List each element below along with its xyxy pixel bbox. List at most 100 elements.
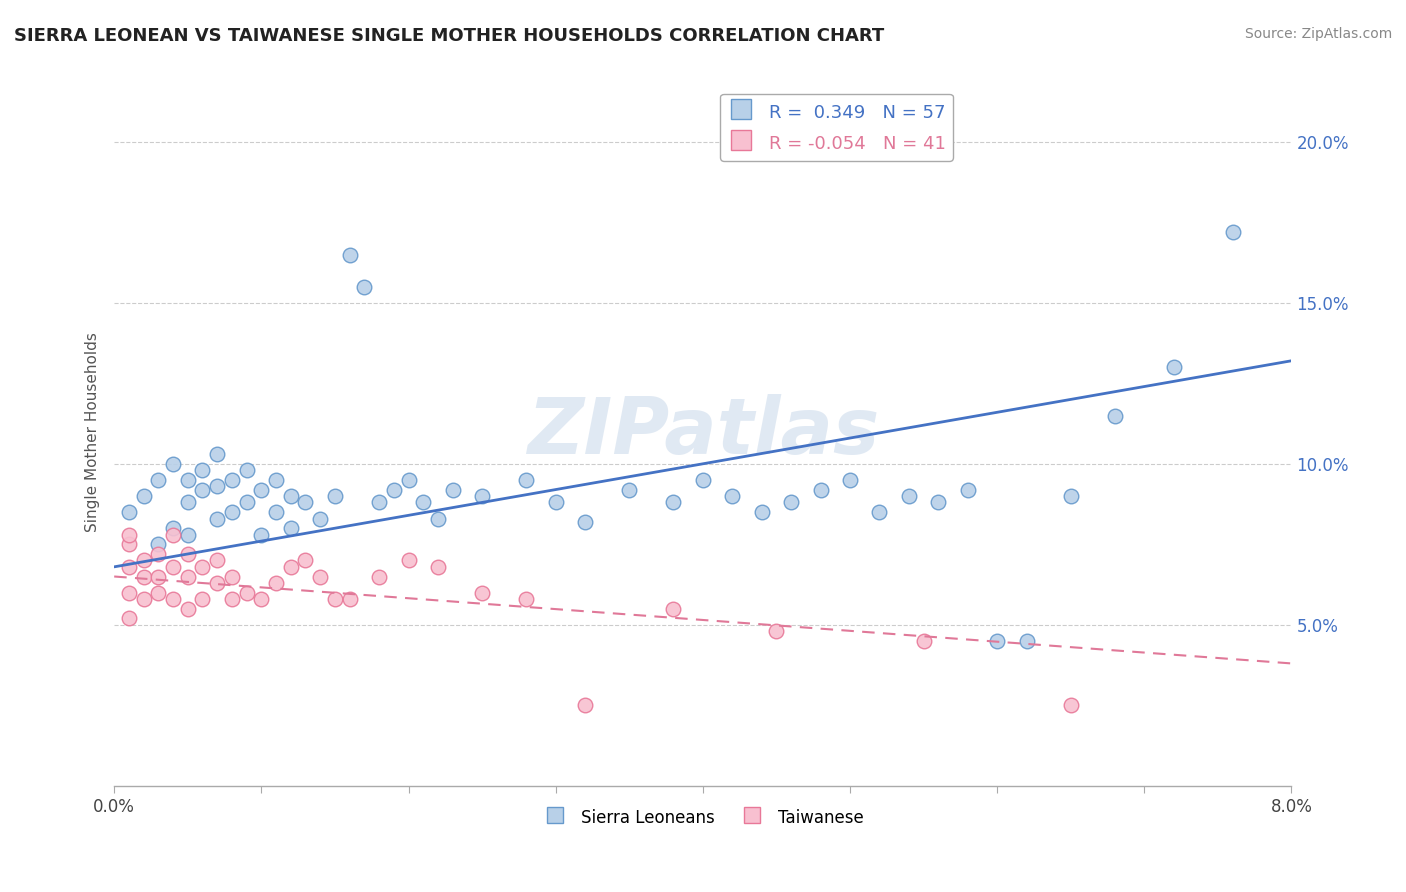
Point	[309, 569, 332, 583]
Point	[780, 495, 803, 509]
Point	[426, 559, 449, 574]
Point	[205, 479, 228, 493]
Point	[162, 521, 184, 535]
Point	[765, 624, 787, 639]
Point	[382, 483, 405, 497]
Point	[118, 559, 141, 574]
Point	[471, 489, 494, 503]
Point	[205, 553, 228, 567]
Point	[148, 569, 170, 583]
Point	[221, 569, 243, 583]
Point	[162, 457, 184, 471]
Point	[471, 585, 494, 599]
Point	[868, 505, 890, 519]
Point	[956, 483, 979, 497]
Point	[148, 473, 170, 487]
Point	[191, 463, 214, 477]
Point	[118, 527, 141, 541]
Point	[986, 633, 1008, 648]
Point	[177, 495, 200, 509]
Point	[574, 698, 596, 713]
Point	[1015, 633, 1038, 648]
Point	[662, 495, 685, 509]
Point	[1104, 409, 1126, 423]
Point	[662, 601, 685, 615]
Point	[339, 247, 361, 261]
Point	[191, 483, 214, 497]
Point	[721, 489, 744, 503]
Point	[250, 483, 273, 497]
Point	[205, 511, 228, 525]
Point	[264, 505, 287, 519]
Point	[118, 611, 141, 625]
Point	[692, 473, 714, 487]
Point	[810, 483, 832, 497]
Point	[177, 473, 200, 487]
Point	[221, 505, 243, 519]
Point	[412, 495, 434, 509]
Point	[162, 559, 184, 574]
Point	[280, 521, 302, 535]
Point	[1060, 489, 1083, 503]
Point	[619, 483, 641, 497]
Point	[1163, 360, 1185, 375]
Point	[191, 559, 214, 574]
Point	[544, 495, 567, 509]
Point	[132, 553, 155, 567]
Point	[339, 592, 361, 607]
Point	[118, 585, 141, 599]
Point	[162, 592, 184, 607]
Point	[1060, 698, 1083, 713]
Point	[368, 569, 391, 583]
Point	[191, 592, 214, 607]
Point	[235, 463, 257, 477]
Point	[177, 601, 200, 615]
Point	[280, 489, 302, 503]
Point	[205, 576, 228, 591]
Y-axis label: Single Mother Households: Single Mother Households	[86, 332, 100, 532]
Point	[751, 505, 773, 519]
Point	[264, 576, 287, 591]
Point	[309, 511, 332, 525]
Point	[353, 279, 375, 293]
Point	[162, 527, 184, 541]
Point	[323, 592, 346, 607]
Point	[235, 495, 257, 509]
Point	[148, 537, 170, 551]
Point	[118, 537, 141, 551]
Point	[927, 495, 949, 509]
Point	[177, 547, 200, 561]
Text: Source: ZipAtlas.com: Source: ZipAtlas.com	[1244, 27, 1392, 41]
Point	[398, 553, 420, 567]
Legend: Sierra Leoneans, Taiwanese: Sierra Leoneans, Taiwanese	[536, 800, 870, 834]
Point	[132, 489, 155, 503]
Point	[515, 473, 537, 487]
Point	[235, 585, 257, 599]
Point	[323, 489, 346, 503]
Point	[118, 505, 141, 519]
Point	[148, 547, 170, 561]
Point	[205, 447, 228, 461]
Point	[897, 489, 920, 503]
Point	[515, 592, 537, 607]
Point	[177, 527, 200, 541]
Point	[839, 473, 862, 487]
Point	[294, 553, 316, 567]
Point	[1222, 225, 1244, 239]
Point	[574, 515, 596, 529]
Point	[132, 592, 155, 607]
Point	[148, 585, 170, 599]
Text: SIERRA LEONEAN VS TAIWANESE SINGLE MOTHER HOUSEHOLDS CORRELATION CHART: SIERRA LEONEAN VS TAIWANESE SINGLE MOTHE…	[14, 27, 884, 45]
Point	[398, 473, 420, 487]
Point	[177, 569, 200, 583]
Point	[221, 473, 243, 487]
Point	[221, 592, 243, 607]
Point	[368, 495, 391, 509]
Point	[280, 559, 302, 574]
Point	[441, 483, 464, 497]
Point	[426, 511, 449, 525]
Point	[250, 527, 273, 541]
Point	[132, 569, 155, 583]
Point	[264, 473, 287, 487]
Point	[294, 495, 316, 509]
